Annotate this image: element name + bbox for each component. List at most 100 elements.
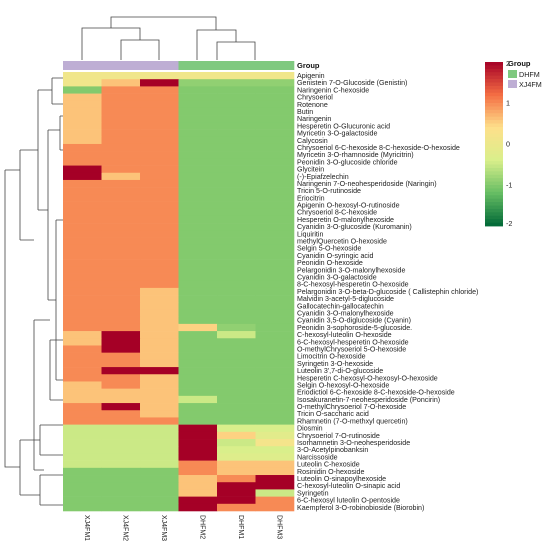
- heatmap-cell: [63, 302, 102, 310]
- heatmap-cell: [140, 338, 179, 346]
- heatmap-cell: [101, 172, 141, 181]
- dendrogram-branch: [110, 16, 217, 30]
- column-dendrogram: [81, 16, 256, 60]
- row-label: Tricin 5-O-rutinoside: [297, 187, 361, 195]
- color-scale-segment: [485, 137, 503, 141]
- heatmap-cell: [63, 489, 102, 497]
- heatmap-cell: [178, 151, 218, 159]
- heatmap-cell: [63, 453, 102, 461]
- heatmap-cell: [101, 403, 141, 411]
- heatmap-cell: [101, 122, 141, 130]
- heatmap-cell: [63, 460, 102, 469]
- heatmap-cell: [63, 273, 102, 282]
- heatmap-cell: [255, 295, 295, 303]
- row-label: C-hexosyl-luteolin O-hexoside: [297, 331, 392, 339]
- heatmap-cell: [178, 431, 218, 440]
- heatmap-cell: [255, 266, 295, 274]
- dendrogram-branch: [216, 41, 256, 52]
- row-label: Gallocatechin-gallocatechin: [297, 302, 384, 310]
- heatmap-cell: [178, 273, 218, 282]
- heatmap-cell: [255, 107, 295, 116]
- row-label: Chrysoeriol 8-C-hexoside: [297, 209, 377, 217]
- row-label: Apigenin O-hexosyl-O-rutinoside: [297, 202, 400, 210]
- row-label: Cyanidin 3,5-O-diglucoside (Cyanin): [297, 317, 411, 325]
- heatmap-cell: [101, 158, 141, 166]
- dendrogram-branch: [47, 129, 60, 301]
- heatmap-cell: [63, 179, 102, 188]
- heatmap-cell: [255, 143, 295, 152]
- heatmap-cell: [217, 230, 256, 238]
- color-scale-segment: [485, 144, 503, 148]
- heatmap-cell: [255, 72, 295, 80]
- heatmap-cell: [217, 72, 256, 80]
- heatmap-cell: [255, 309, 295, 317]
- heatmap-cell: [140, 295, 179, 303]
- color-scale-segment: [485, 171, 503, 176]
- row-label: Glycitein: [297, 166, 324, 174]
- heatmap-cell: [255, 237, 295, 246]
- heatmap-cell: [101, 309, 141, 317]
- heatmap-cell: [140, 431, 179, 440]
- dendrogram-branch: [39, 424, 63, 456]
- heatmap-cell: [217, 352, 256, 361]
- heatmap-cell: [217, 100, 256, 109]
- heatmap-cell: [178, 165, 218, 174]
- color-scale-segment: [485, 103, 503, 107]
- heatmap-cell: [63, 381, 102, 389]
- heatmap-cell: [217, 424, 256, 433]
- color-scale-segment: [485, 181, 503, 186]
- heatmap-cell: [178, 179, 218, 188]
- heatmap-cell: [63, 482, 102, 490]
- heatmap-cell: [255, 136, 295, 145]
- row-label: Hesperetin C-hexosyl-O-hexosyl-O-hexosid…: [297, 374, 438, 382]
- dendrogram-branch: [55, 219, 63, 381]
- heatmap-cell: [101, 475, 141, 483]
- heatmap-cell: [217, 136, 256, 145]
- heatmap-cell: [217, 302, 256, 310]
- heatmap-cell: [101, 100, 141, 109]
- row-label: Rotenone: [297, 101, 328, 109]
- heatmap-cell: [255, 215, 295, 224]
- heatmap-cell: [63, 79, 102, 87]
- heatmap-cell: [140, 503, 179, 512]
- heatmap-cell: [217, 251, 256, 260]
- heatmap-cell: [101, 179, 141, 188]
- heatmap-cell: [101, 194, 141, 202]
- heatmap-cell: [178, 79, 218, 87]
- heatmap-cell: [101, 331, 141, 339]
- heatmap-cell: [178, 316, 218, 325]
- heatmap-cell: [255, 316, 295, 325]
- heatmap-cell: [140, 237, 179, 246]
- heatmap-cell: [217, 316, 256, 325]
- heatmap-cell: [101, 72, 141, 80]
- heatmap-cell: [217, 323, 256, 332]
- heatmap-cell: [217, 467, 256, 476]
- heatmap-cell: [101, 359, 141, 368]
- heatmap-cell: [217, 208, 256, 217]
- group-legend-label: DHFM: [519, 70, 540, 79]
- row-label: Chrysoeriol 6-C-hexoside 8-C-hexoside-O-…: [297, 144, 460, 152]
- heatmap-cell: [178, 215, 218, 224]
- row-label: (-)-Epiafzelechin: [297, 173, 349, 181]
- heatmap-cell: [140, 122, 179, 130]
- heatmap-cell: [217, 367, 256, 375]
- column-labels: XJ4FM1 XJ4FM2 XJ4FM3 DHFM2 DHFM1 DHFM3: [83, 515, 283, 541]
- heatmap-cell: [178, 410, 218, 418]
- heatmap-cell: [101, 230, 141, 238]
- group-bar-cell: [255, 61, 295, 70]
- heatmap-cell: [255, 187, 295, 195]
- row-label: Rhamnetin (7-O-methxyl quercetin): [297, 417, 408, 425]
- heatmap-cell: [63, 331, 102, 339]
- heatmap-cell: [140, 367, 179, 375]
- heatmap-cell: [63, 165, 102, 174]
- color-scale-segment: [485, 113, 503, 118]
- color-scale-segment: [485, 89, 503, 94]
- heatmap-cell: [217, 158, 256, 166]
- dendrogram-branch: [59, 115, 63, 151]
- heatmap-cell: [140, 251, 179, 260]
- color-scale-segment: [485, 133, 503, 138]
- color-scale-segment: [485, 188, 503, 193]
- heatmap-cell: [178, 424, 218, 433]
- column-label: XJ4FM2: [121, 515, 128, 541]
